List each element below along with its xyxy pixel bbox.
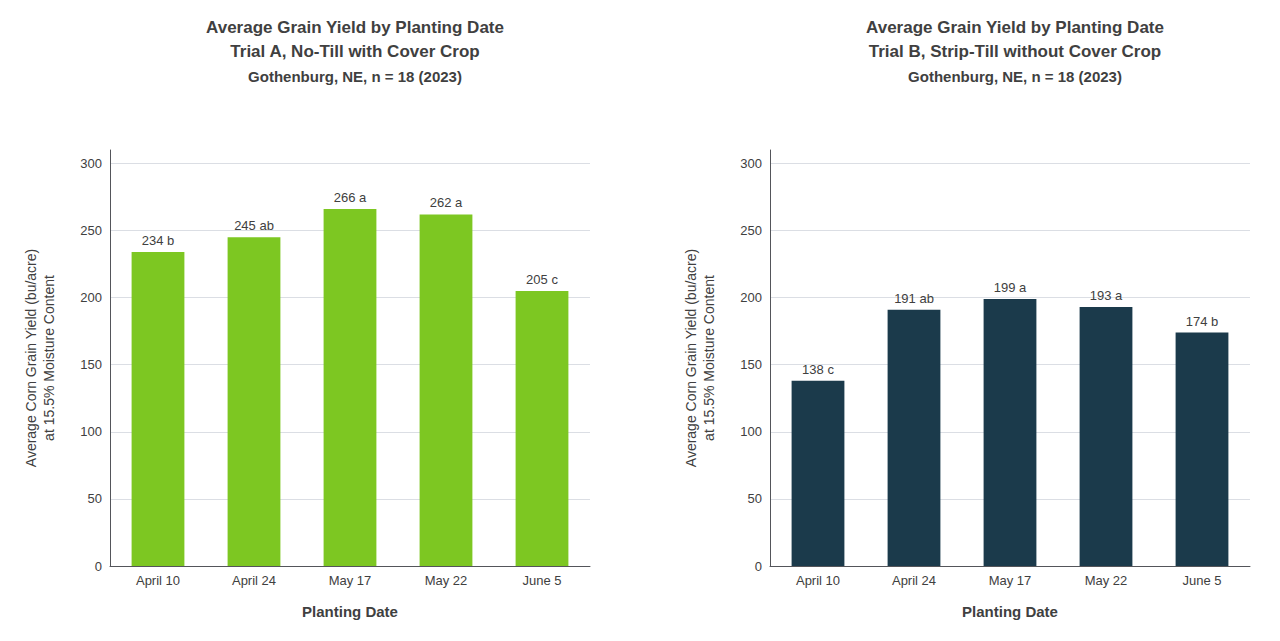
svg-text:100: 100 — [740, 424, 762, 439]
svg-text:Average Corn Grain Yield (bu/a: Average Corn Grain Yield (bu/acre) — [23, 249, 39, 467]
svg-text:250: 250 — [740, 223, 762, 238]
svg-text:191 ab: 191 ab — [894, 291, 934, 306]
svg-text:Gothenburg, NE, n = 18 (2023): Gothenburg, NE, n = 18 (2023) — [248, 68, 462, 85]
svg-text:June 5: June 5 — [522, 573, 561, 588]
svg-text:May 22: May 22 — [425, 573, 468, 588]
svg-text:at 15.5% Moisture Content: at 15.5% Moisture Content — [701, 275, 717, 441]
svg-text:50: 50 — [748, 491, 762, 506]
svg-text:Planting Date: Planting Date — [962, 603, 1058, 620]
svg-text:April 10: April 10 — [136, 573, 180, 588]
svg-text:Planting Date: Planting Date — [302, 603, 398, 620]
svg-text:Trial A, No-Till with Cover Cr: Trial A, No-Till with Cover Crop — [230, 42, 479, 61]
svg-text:May 17: May 17 — [989, 573, 1032, 588]
svg-text:150: 150 — [80, 357, 102, 372]
svg-text:May 22: May 22 — [1085, 573, 1128, 588]
svg-text:at 15.5% Moisture Content: at 15.5% Moisture Content — [41, 275, 57, 441]
svg-text:Average Grain Yield by Plantin: Average Grain Yield by Planting Date — [206, 18, 504, 37]
svg-text:April 24: April 24 — [892, 573, 936, 588]
svg-text:April 24: April 24 — [232, 573, 276, 588]
svg-text:200: 200 — [80, 290, 102, 305]
svg-text:138 c: 138 c — [802, 362, 834, 377]
svg-text:262 a: 262 a — [430, 195, 463, 210]
svg-text:300: 300 — [740, 156, 762, 171]
svg-text:Gothenburg, NE, n = 18 (2023): Gothenburg, NE, n = 18 (2023) — [908, 68, 1122, 85]
svg-text:205 c: 205 c — [526, 272, 558, 287]
svg-text:100: 100 — [80, 424, 102, 439]
svg-text:193 a: 193 a — [1090, 288, 1123, 303]
svg-text:266 a: 266 a — [334, 190, 367, 205]
svg-text:Average Grain Yield by Plantin: Average Grain Yield by Planting Date — [866, 18, 1164, 37]
svg-text:Trial B, Strip-Till without Co: Trial B, Strip-Till without Cover Crop — [869, 42, 1161, 61]
svg-text:300: 300 — [80, 156, 102, 171]
svg-text:245 ab: 245 ab — [234, 218, 274, 233]
svg-text:May 17: May 17 — [329, 573, 372, 588]
svg-text:174 b: 174 b — [1186, 314, 1219, 329]
svg-text:Average Corn Grain Yield (bu/a: Average Corn Grain Yield (bu/acre) — [683, 249, 699, 467]
svg-text:150: 150 — [740, 357, 762, 372]
svg-text:199 a: 199 a — [994, 280, 1027, 295]
svg-text:0: 0 — [755, 559, 762, 574]
svg-text:200: 200 — [740, 290, 762, 305]
svg-text:April 10: April 10 — [796, 573, 840, 588]
svg-text:June 5: June 5 — [1182, 573, 1221, 588]
svg-text:50: 50 — [88, 491, 102, 506]
svg-text:250: 250 — [80, 223, 102, 238]
svg-text:234 b: 234 b — [142, 233, 175, 248]
svg-text:0: 0 — [95, 559, 102, 574]
